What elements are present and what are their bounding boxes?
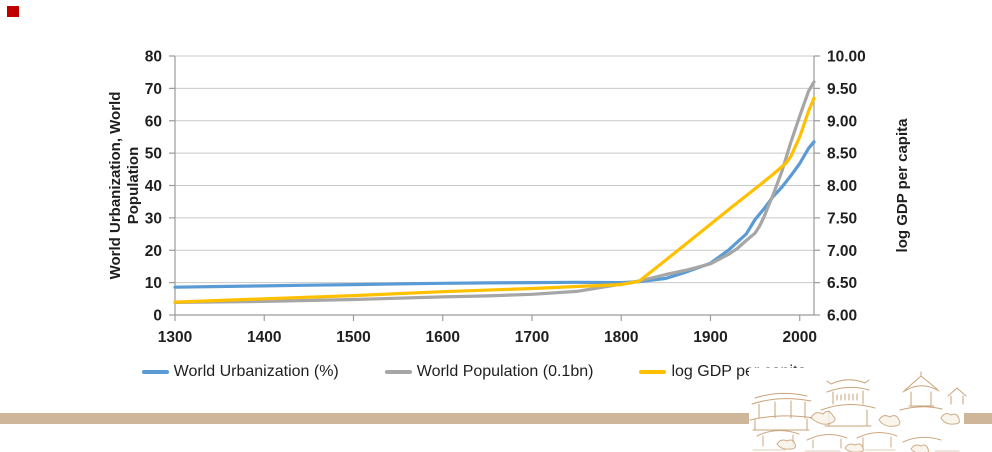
left-tick-label: 50 [145, 146, 162, 163]
right-axis-title-text: log GDP per capita [894, 118, 911, 253]
village-hall [749, 392, 814, 431]
left-tick-label: 20 [145, 243, 162, 260]
left-tick-label: 0 [153, 308, 162, 325]
legend-item-population: World Population (0.1bn) [384, 363, 594, 381]
x-tick-label: 2000 [782, 329, 816, 346]
legend-label-population: World Population (0.1bn) [416, 363, 594, 380]
village-pavilion [899, 371, 967, 411]
left-tick-label: 70 [145, 81, 162, 98]
legend-label-urbanization: World Urbanization (%) [173, 363, 339, 380]
x-tick-label: 1600 [425, 329, 459, 346]
legend-swatch-urbanization [141, 370, 169, 374]
right-tick-label: 6.00 [827, 308, 857, 325]
red-corner-marker [7, 6, 19, 17]
left-tick-label: 30 [145, 210, 162, 227]
right-tick-label: 7.00 [827, 243, 857, 260]
right-tick-label: 9.50 [827, 81, 857, 98]
right-tick-label: 10.00 [827, 49, 866, 66]
village-line-art [745, 368, 975, 452]
left-tick-label: 80 [145, 49, 162, 66]
right-axis-title: log GDP per capita [890, 56, 916, 315]
x-tick-label: 1800 [604, 329, 638, 346]
legend-swatch-gdp [639, 370, 667, 374]
left-tick-label: 60 [145, 113, 162, 130]
left-axis-title: World Urbanization, World Population [106, 56, 144, 315]
left-axis-title-line1: World Urbanization, World [107, 91, 124, 280]
x-tick-label: 1500 [336, 329, 370, 346]
x-tick-label: 1400 [247, 329, 281, 346]
series-line-1 [173, 80, 816, 304]
left-tick-label: 40 [145, 178, 162, 195]
x-tick-label: 1700 [515, 329, 549, 346]
village-ground [752, 449, 960, 452]
footer-bar [0, 413, 992, 424]
left-tick-label: 10 [145, 275, 162, 292]
legend-swatch-population [384, 370, 412, 374]
legend-item-urbanization: World Urbanization (%) [141, 363, 339, 381]
village-trees [776, 410, 960, 452]
right-tick-label: 7.50 [827, 210, 857, 227]
right-tick-label: 8.50 [827, 146, 857, 163]
x-tick-label: 1900 [693, 329, 727, 346]
left-axis-title-line2: Population [125, 146, 142, 225]
right-tick-label: 6.50 [827, 275, 857, 292]
x-tick-label: 1300 [158, 329, 192, 346]
right-tick-label: 9.00 [827, 113, 857, 130]
series-line-2 [173, 96, 816, 304]
right-tick-label: 8.00 [827, 178, 857, 195]
series-line-0 [173, 140, 816, 289]
